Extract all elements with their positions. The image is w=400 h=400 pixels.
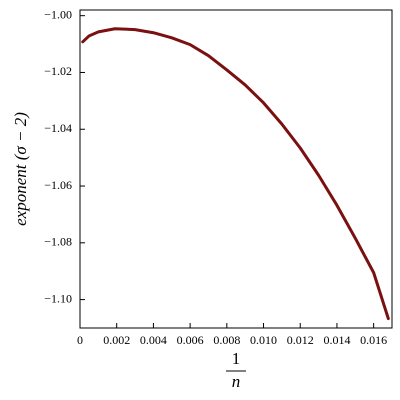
y-axis-label: exponent (σ − 2) <box>11 112 30 226</box>
x-tick-label: 0.004 <box>140 333 167 347</box>
x-axis-label-numerator: 1 <box>232 349 241 368</box>
y-tick-label: −1.04 <box>44 121 72 135</box>
x-tick-label: 0.014 <box>323 333 350 347</box>
x-tick-label: 0.016 <box>360 333 387 347</box>
y-tick-label: −1.02 <box>44 64 72 78</box>
x-axis-label-denominator: n <box>232 372 241 391</box>
x-tick-label: 0.008 <box>213 333 240 347</box>
y-tick-label: −1.00 <box>44 7 72 21</box>
y-tick-label: −1.06 <box>44 178 72 192</box>
plot-frame <box>79 9 393 329</box>
x-tick-label: 0.012 <box>287 333 314 347</box>
x-tick-label: 0.010 <box>250 333 277 347</box>
y-tick-label: −1.08 <box>44 235 72 249</box>
x-tick-label: 0 <box>77 333 83 347</box>
y-tick-label: −1.10 <box>44 291 72 305</box>
x-tick-label: 0.006 <box>177 333 204 347</box>
data-line <box>81 27 390 321</box>
x-tick-label: 0.002 <box>103 333 130 347</box>
